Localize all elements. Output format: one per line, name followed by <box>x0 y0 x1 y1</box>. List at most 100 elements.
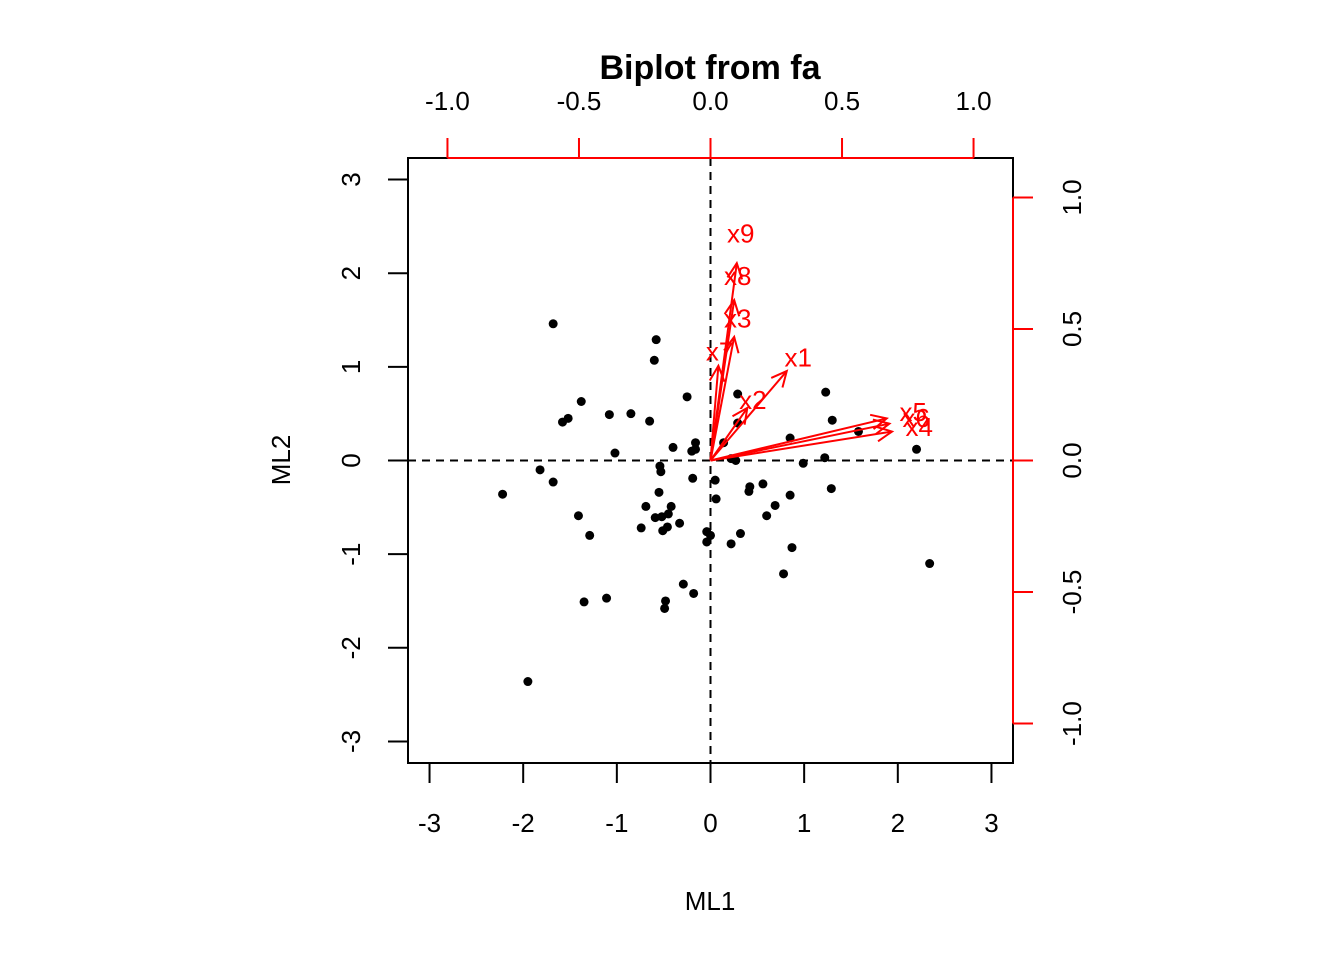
loading-arrowhead-x6 <box>872 418 892 435</box>
score-point <box>604 410 614 420</box>
score-point <box>678 579 688 589</box>
reference-lines <box>408 158 1013 763</box>
y-axis-label: ML2 <box>266 435 296 486</box>
score-point <box>821 387 831 397</box>
loading-label-x6: x6 <box>902 403 929 433</box>
x-tick-label: 2 <box>891 808 905 838</box>
x-tick-label: 1 <box>797 808 811 838</box>
score-point <box>925 559 935 569</box>
y-tick-label: 3 <box>336 172 366 186</box>
loading-arrow-x4 <box>710 430 893 462</box>
score-point <box>687 446 697 456</box>
x-tick-label: -3 <box>418 808 441 838</box>
score-point <box>523 677 533 687</box>
score-point <box>744 486 754 496</box>
score-point <box>602 593 612 603</box>
chart-title: Biplot from fa <box>600 49 822 87</box>
loading-arrow-x1 <box>709 370 788 462</box>
top-tick-label: 1.0 <box>955 86 991 116</box>
score-point <box>787 543 797 553</box>
score-point <box>535 465 545 475</box>
score-point <box>636 523 646 533</box>
score-point <box>675 518 685 528</box>
score-point <box>731 456 741 465</box>
score-point <box>711 494 721 504</box>
score-point <box>826 484 836 494</box>
right-tick-label: -0.5 <box>1057 570 1087 615</box>
loading-label-x9: x9 <box>727 219 754 249</box>
score-points <box>498 319 935 687</box>
top-tick-label: 0.5 <box>824 86 860 116</box>
score-point <box>785 490 795 500</box>
right-tick-label: 0.5 <box>1057 311 1087 347</box>
score-point <box>827 415 837 425</box>
top-tick-label: -0.5 <box>557 86 602 116</box>
right-tick-label: 1.0 <box>1057 179 1087 215</box>
right-tick-label: 0.0 <box>1057 442 1087 478</box>
top-tick-label: -1.0 <box>425 86 470 116</box>
x-tick-label: -2 <box>512 808 535 838</box>
score-point <box>762 511 772 521</box>
y-tick-label: 0 <box>336 453 366 467</box>
y-tick-label: -3 <box>336 730 366 753</box>
score-point <box>573 511 583 521</box>
score-point <box>691 438 701 448</box>
score-point <box>548 477 558 487</box>
loading-label-x2: x2 <box>739 385 766 415</box>
score-point <box>820 453 830 463</box>
score-point <box>779 569 789 579</box>
x-tick-label: 0 <box>703 808 717 838</box>
score-point <box>610 448 620 458</box>
score-point <box>641 501 651 511</box>
score-point <box>666 501 676 511</box>
score-point <box>651 335 661 345</box>
score-point <box>657 512 667 522</box>
score-point <box>689 588 699 598</box>
loading-arrowhead-x2 <box>732 406 749 425</box>
score-point <box>710 475 720 485</box>
loading-label-x7: x7 <box>706 337 733 367</box>
loading-label-x4: x4 <box>905 412 932 442</box>
top-tick-label: 0.0 <box>692 86 728 116</box>
score-point <box>661 596 671 606</box>
score-point <box>702 537 712 547</box>
score-point <box>660 603 670 613</box>
score-point <box>626 409 636 419</box>
score-point <box>770 500 780 510</box>
score-point <box>798 458 808 468</box>
loading-arrow-x9 <box>709 263 738 461</box>
score-point <box>662 522 672 532</box>
score-point <box>649 355 659 365</box>
score-point <box>579 597 589 607</box>
y-tick-label: -2 <box>336 636 366 659</box>
loading-arrow-x6 <box>710 422 890 462</box>
y-tick-label: 2 <box>336 266 366 280</box>
loading-arrowhead-x1 <box>770 369 789 388</box>
loading-label-x5: x5 <box>899 397 926 427</box>
score-point <box>498 489 508 499</box>
score-point <box>706 530 715 540</box>
score-point <box>585 530 595 540</box>
score-point <box>645 416 655 426</box>
score-point <box>548 319 558 329</box>
score-point <box>688 473 698 483</box>
loading-arrow-x2 <box>709 407 749 462</box>
score-point <box>576 396 586 406</box>
loading-arrowhead-x9 <box>726 260 744 280</box>
score-point <box>650 513 660 523</box>
loading-label-x1: x1 <box>784 343 811 373</box>
loading-arrowhead-x4 <box>875 425 895 443</box>
score-point <box>656 467 666 477</box>
x-axis-label: ML1 <box>685 886 736 916</box>
y-tick-label: 1 <box>336 360 366 374</box>
score-point <box>726 539 736 549</box>
loading-arrowhead-x8 <box>723 297 741 317</box>
right-tick-label: -1.0 <box>1057 701 1087 746</box>
axes: -3 -2 -1 0 1 2 3 -3 -2 -1 0 1 2 3 -1.0 -0.5 0.0 0.5 1.0 -1.… <box>336 86 1087 838</box>
score-point <box>682 392 692 402</box>
score-point <box>668 442 678 452</box>
score-point <box>758 479 768 489</box>
x-tick-label: -1 <box>605 808 628 838</box>
